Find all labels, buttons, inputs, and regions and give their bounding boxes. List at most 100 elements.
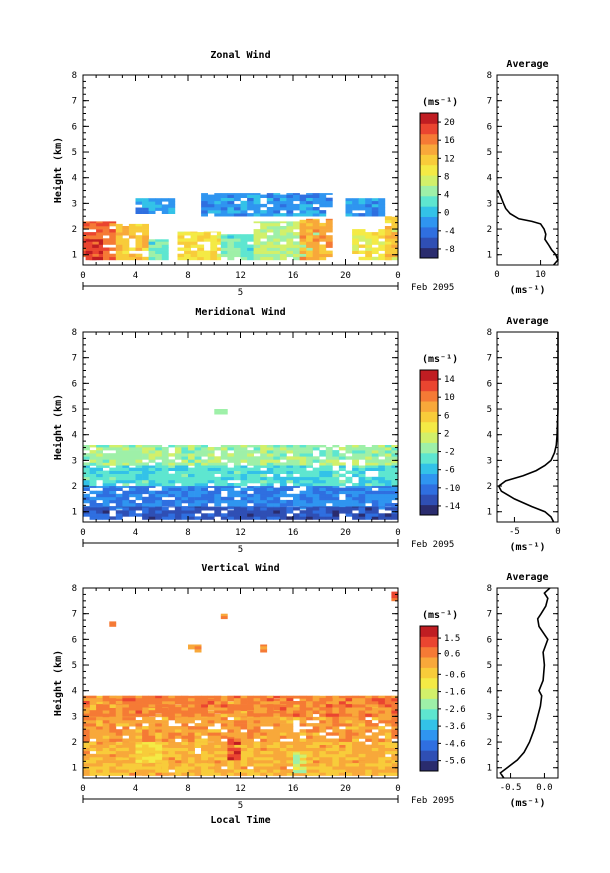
heatmap-cell (266, 704, 274, 708)
heatmap-cell (299, 493, 307, 498)
heatmap-cell (207, 465, 215, 468)
y-tick-label: 8 (72, 71, 77, 81)
heatmap-cell (247, 763, 254, 767)
heatmap-cell (365, 213, 373, 217)
heatmap-cell (358, 735, 366, 739)
heatmap-cell (161, 766, 169, 770)
heatmap-cell (332, 701, 340, 705)
heatmap-cell (325, 203, 333, 208)
heatmap-cell (312, 506, 320, 508)
heatmap-cell (233, 473, 241, 478)
heatmap-cell (115, 698, 123, 702)
heatmap-cell (115, 486, 123, 488)
heatmap-cell (168, 763, 176, 767)
heatmap-cell (371, 465, 379, 468)
heatmap-cell (325, 772, 333, 776)
heatmap-cell (378, 742, 386, 745)
heatmap-cell (325, 499, 333, 504)
heatmap-cell (306, 753, 313, 758)
heatmap-cell (240, 207, 248, 211)
heatmap-cell (122, 247, 130, 251)
heatmap-cell (286, 726, 294, 730)
heatmap-cell (220, 247, 228, 251)
heatmap-cell (207, 766, 215, 770)
heatmap-cell (293, 752, 300, 755)
heatmap-cell (253, 221, 261, 224)
heatmap-cell (83, 483, 90, 487)
heatmap-cell (365, 486, 373, 488)
heatmap-cell (142, 490, 149, 495)
heatmap-cell (378, 766, 386, 770)
heatmap-cell (358, 769, 366, 773)
heatmap-cell (181, 465, 189, 468)
colorbar-frame (419, 625, 439, 772)
heatmap-cell (358, 232, 366, 236)
heatmap-cell (293, 483, 300, 487)
heatmap-cell (286, 756, 294, 761)
heatmap-cell (345, 490, 353, 495)
heatmap-cell (188, 697, 195, 702)
heatmap-cell (279, 756, 287, 761)
heatmap-cell (148, 256, 156, 261)
heatmap-cell (293, 710, 300, 714)
heatmap-cell (319, 445, 327, 448)
heatmap-cell (365, 710, 373, 714)
heatmap-cell (365, 695, 373, 699)
heatmap-cell (358, 465, 366, 468)
heatmap-cell (299, 698, 307, 702)
heatmap-cell (352, 200, 359, 205)
heatmap-cell (325, 697, 333, 702)
heatmap-cell (299, 470, 307, 474)
heatmap-cell (89, 253, 97, 258)
heatmap-cell (188, 476, 195, 481)
heatmap-cell (279, 250, 287, 254)
x-tick-label: 12 (235, 528, 246, 538)
heatmap-cell (174, 704, 182, 708)
heatmap-cell (89, 701, 97, 705)
heatmap-cell (181, 453, 189, 457)
heatmap-cell (115, 766, 123, 770)
heatmap-cell (312, 710, 320, 714)
heatmap-cell (247, 470, 254, 474)
heatmap-cell (266, 447, 274, 451)
heatmap-cell (352, 462, 359, 466)
heatmap-cell (253, 753, 261, 758)
heatmap-cell (240, 704, 248, 708)
heatmap-cell (240, 459, 248, 463)
colorbar-swatch (420, 636, 438, 648)
heatmap-cell (155, 496, 163, 501)
heatmap-cell (378, 499, 386, 504)
heatmap-cell (338, 467, 346, 471)
heatmap-cell (115, 453, 123, 457)
average-y-tick-label: 8 (487, 584, 492, 594)
heatmap-cell (306, 729, 313, 733)
heatmap-cell (391, 479, 398, 484)
heatmap-cell (201, 753, 208, 758)
heatmap-cell (260, 221, 268, 224)
heatmap-cell (216, 238, 222, 242)
heatmap-cell (135, 756, 143, 760)
heatmap-cell (352, 483, 359, 487)
heatmap-cell (142, 516, 149, 520)
heatmap-cell (174, 479, 182, 484)
heatmap-cell (115, 503, 123, 507)
heatmap-cell (220, 713, 228, 718)
heatmap-cell (201, 476, 208, 481)
colorbar-tick-label: 4 (444, 191, 449, 201)
heatmap-cell (378, 253, 386, 258)
heatmap-cell (207, 507, 215, 511)
heatmap-cell (207, 747, 215, 752)
heatmap-cell (96, 732, 103, 736)
heatmap-cell (109, 697, 117, 702)
heatmap-cell (306, 219, 313, 224)
y-tick-label: 2 (72, 738, 77, 748)
heatmap-cell (207, 772, 215, 776)
heatmap-cell (135, 253, 143, 258)
heatmap-cell (188, 704, 195, 708)
heatmap-cell (148, 704, 156, 708)
heatmap-cell (89, 490, 97, 495)
heatmap-cell (181, 499, 189, 504)
heatmap-cell (266, 476, 274, 481)
heatmap-cell (109, 456, 117, 460)
heatmap-cell (325, 766, 333, 770)
